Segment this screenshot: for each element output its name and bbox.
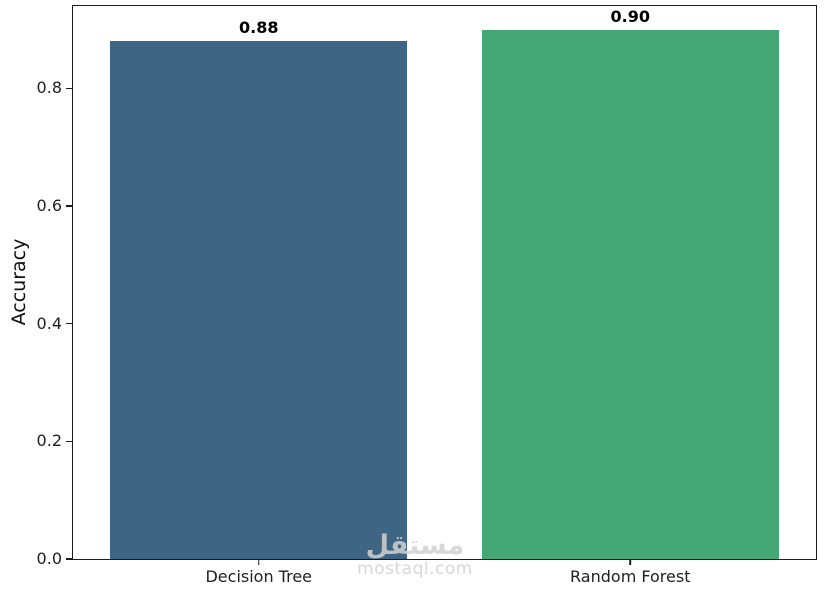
bar-random-forest: [481, 29, 779, 559]
y-tick-label: 0.8: [36, 78, 62, 98]
y-tick-mark: [66, 440, 73, 443]
y-tick-label: 0.4: [36, 313, 62, 333]
x-tick-mark: [629, 559, 632, 565]
mostaql-site-text: mostaql.com: [357, 558, 473, 579]
x-tick-label: Random Forest: [570, 567, 691, 586]
y-tick-mark: [66, 558, 73, 560]
y-tick-label: 0.6: [36, 196, 62, 216]
bar-decision-tree: [110, 41, 408, 559]
y-tick-label: 0.2: [36, 431, 62, 451]
bar-value-label: 0.90: [610, 6, 650, 26]
y-tick-mark: [66, 87, 73, 90]
y-tick-mark: [66, 322, 73, 325]
y-tick-label: 0.0: [36, 549, 62, 568]
x-tick-mark: [257, 559, 260, 565]
x-tick-label: Decision Tree: [205, 567, 313, 586]
bar-value-label: 0.88: [239, 18, 279, 38]
y-tick-mark: [66, 205, 73, 207]
plot-area: 0.0 0.2 0.4 0.6 0.8 0.88 Decision Tree 0.90 Rand…: [37, 5, 817, 585]
y-axis-label: Accuracy: [8, 238, 30, 326]
